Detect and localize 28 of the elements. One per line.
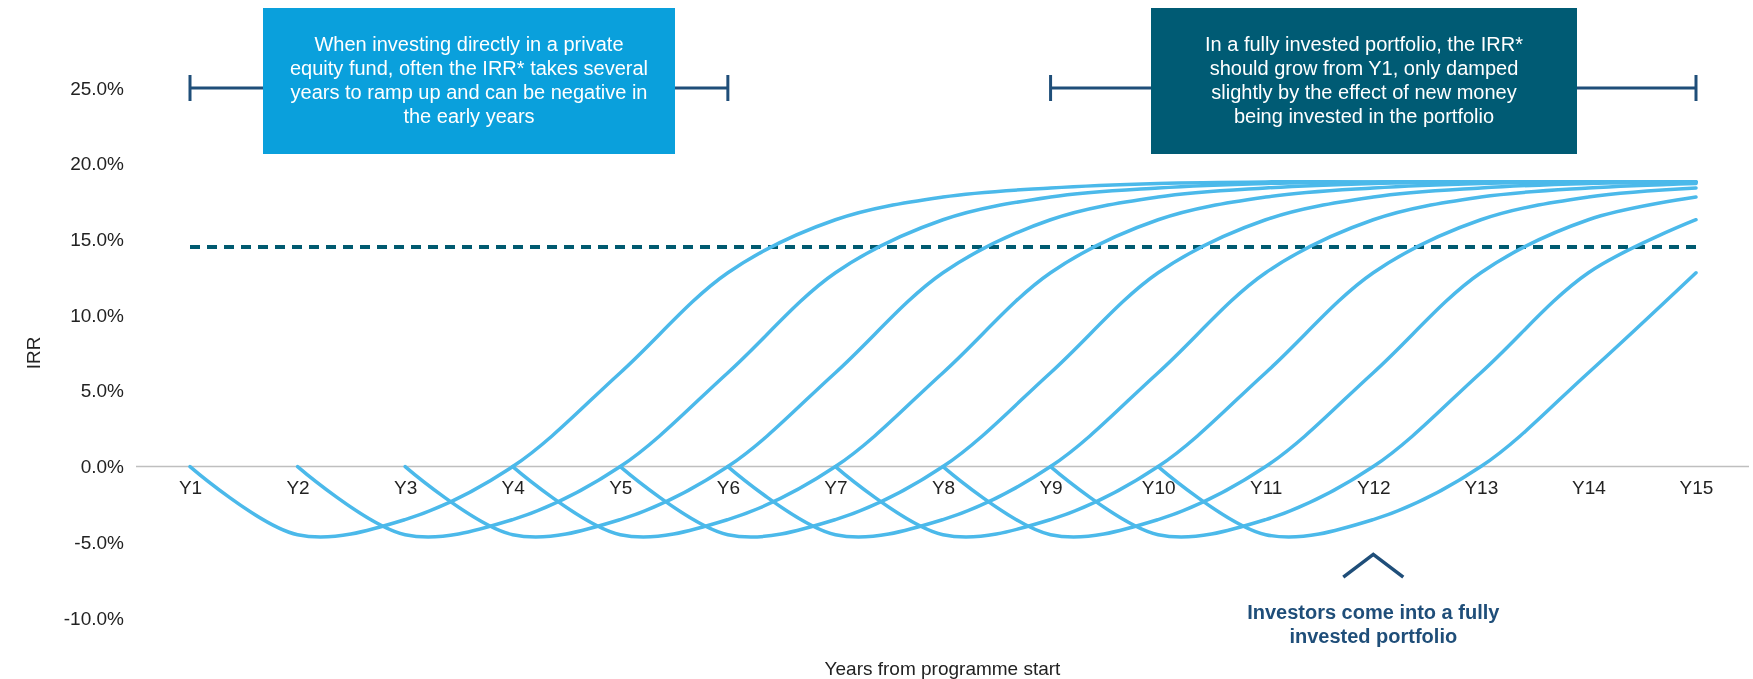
x-tick-label: Y12 [1356,477,1391,499]
x-tick-label: Y11 [1250,477,1283,499]
x-tick-label: Y14 [1572,477,1607,499]
y-tick-label: 15.0% [70,229,125,251]
y-tick-label: 5.0% [80,380,125,402]
y-axis-title: IRR [23,336,44,370]
x-tick-label: Y5 [609,477,633,499]
x-tick-label: Y15 [1679,477,1714,499]
callout-box: When investing directly in a private equity fund, often the IRR* takes several years to ramp up and can be negative in the early years [263,8,675,154]
x-axis-title: Years from programme start [824,658,1062,679]
x-tick-label: Y1 [178,477,203,499]
x-tick-label: Y6 [716,477,740,499]
x-tick-label: Y13 [1464,477,1499,499]
y-tick-label: 25.0% [70,77,125,99]
x-tick-label: Y9 [1039,477,1063,499]
callout-box: In a fully invested portfolio, the IRR* should grow from Y1, only damped slightly by the effect of new money being invested in the portfolio [1151,8,1577,154]
x-tick-label: Y8 [931,477,956,499]
x-tick-label: Y7 [824,477,848,499]
y-tick-label: -5.0% [74,531,125,553]
y-tick-label: 0.0% [80,456,125,478]
x-tick-label: Y2 [286,477,310,499]
x-tick-label: Y4 [501,477,526,499]
y-tick-label: 10.0% [70,304,125,326]
x-tick-label: Y3 [394,477,418,499]
y-tick-label: 20.0% [70,153,125,175]
annotation: Investors come into a fully invested portfolio [1246,600,1501,648]
y-tick-label: -10.0% [63,607,125,629]
x-tick-label: Y10 [1141,477,1176,499]
